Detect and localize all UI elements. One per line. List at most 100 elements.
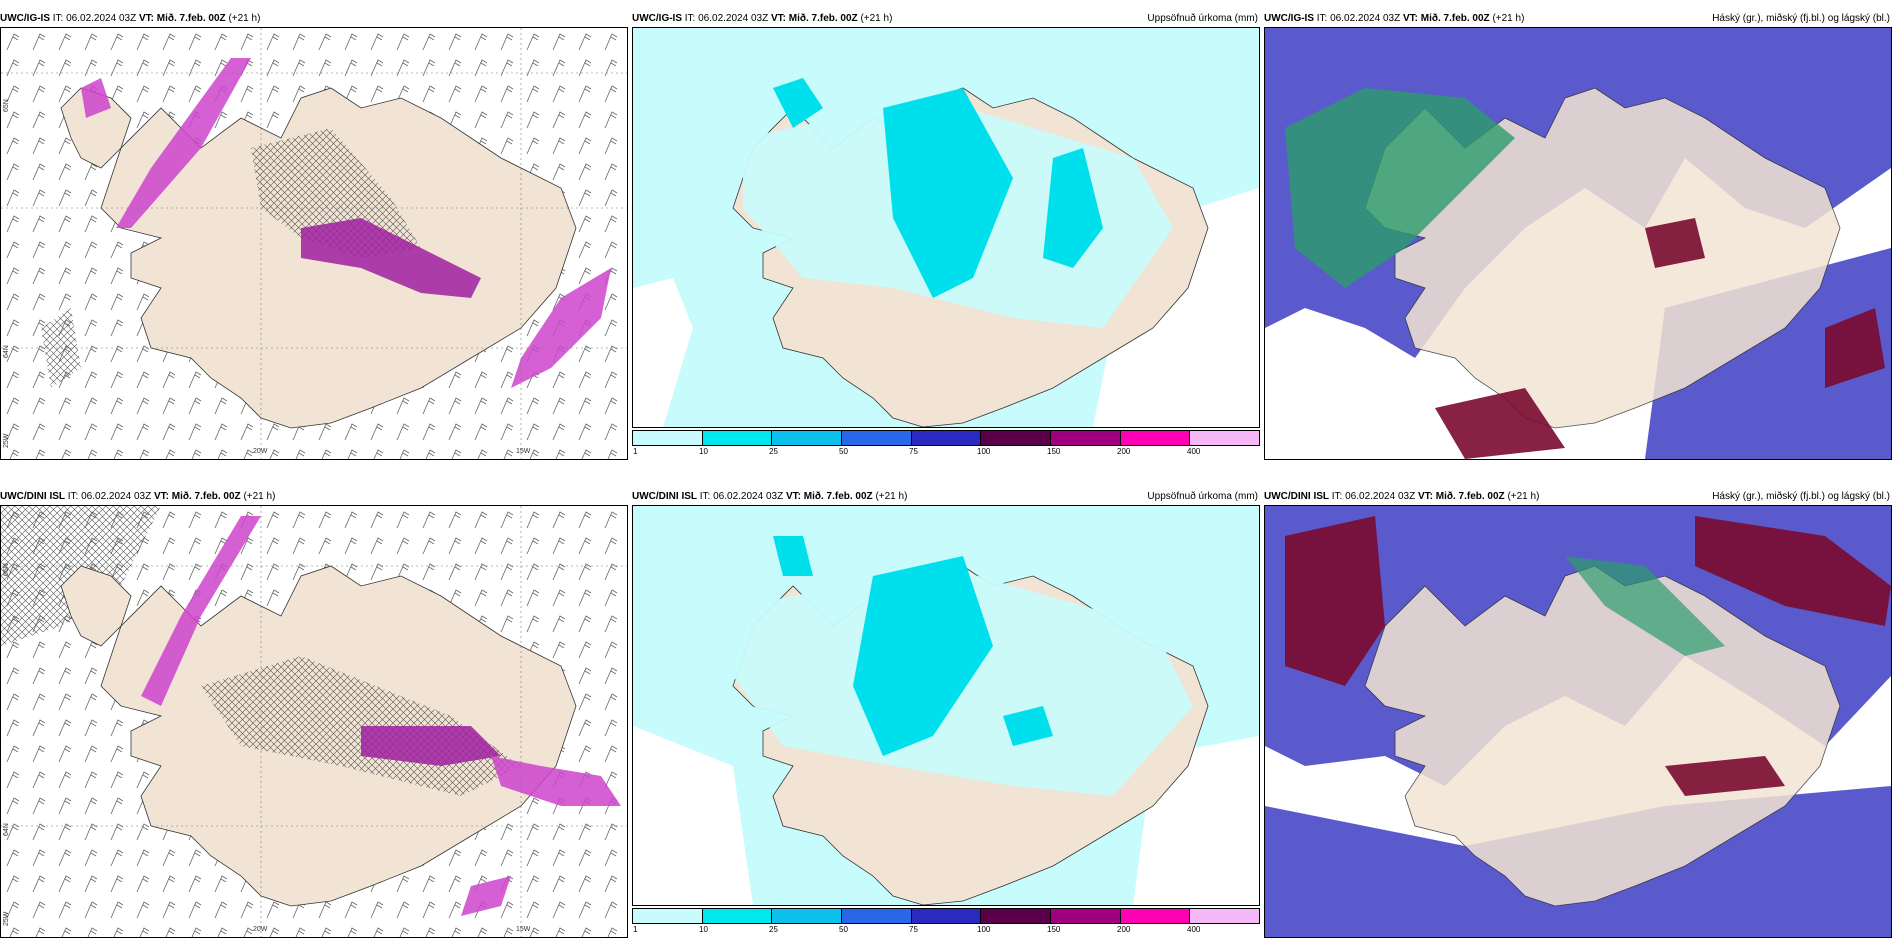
colorbar-swatch-2 <box>772 431 843 445</box>
precip-moderate <box>773 536 813 576</box>
init-time: IT: 06.02.2024 03Z <box>67 491 152 502</box>
colorbar-tick: 10 <box>699 925 708 934</box>
wind-map[interactable]: 20W 15W 65N 64N 25W <box>0 27 628 460</box>
init-time: IT: 06.02.2024 03Z <box>699 491 784 502</box>
model-name: UWC/DINI ISL <box>632 491 697 502</box>
wind-map-svg <box>1 28 627 459</box>
lat-label-65n: 65N <box>3 99 10 112</box>
cloud-map-svg <box>1265 28 1891 459</box>
colorbar-tick: 100 <box>977 925 991 934</box>
colorbar-swatch-6 <box>1051 431 1121 445</box>
precip-map[interactable] <box>632 27 1260 428</box>
lead-time: (+21 h) <box>243 491 276 502</box>
icing-band <box>361 726 501 766</box>
colorbar-swatches <box>632 908 1260 924</box>
lat-label-25w: 25W <box>3 433 10 448</box>
valid-time-value: Mið. 7.feb. 00Z <box>171 491 241 502</box>
icing-band <box>301 218 481 298</box>
valid-time-value: Mið. 7.feb. 00Z <box>788 13 858 24</box>
precip-moderate <box>1043 148 1103 268</box>
icing-band <box>511 268 611 388</box>
field-title: Uppsöfnuð úrkoma (mm) <box>1147 13 1258 24</box>
lead-time: (+21 h) <box>1492 13 1525 24</box>
lat-label-66n: 66N <box>3 563 10 576</box>
model-name: UWC/IG-IS <box>632 13 682 24</box>
panel-header: UWC/IG-IS IT: 06.02.2024 03Z VT: Mið. 7.… <box>632 12 1260 26</box>
precip-moderate <box>773 78 823 128</box>
init-time: IT: 06.02.2024 03Z <box>1331 491 1416 502</box>
colorbar-tick: 1 <box>633 447 638 456</box>
colorbar-swatch-3 <box>842 431 912 445</box>
colorbar-swatch-1 <box>702 909 773 923</box>
valid-time-value: Mið. 7.feb. 00Z <box>1420 13 1490 24</box>
iceland-land <box>1364 87 1841 429</box>
model-name: UWC/DINI ISL <box>1264 491 1329 502</box>
valid-time-value: Mið. 7.feb. 00Z <box>1435 491 1505 502</box>
colorbar-swatch-3 <box>842 909 912 923</box>
icing-band <box>461 876 511 916</box>
lon-label-20w: 20W <box>253 448 268 455</box>
colorbar-swatch-2 <box>772 909 843 923</box>
precip-moderate <box>883 88 1013 298</box>
mid-cloud <box>1825 308 1885 388</box>
colorbar-swatch-4 <box>911 909 982 923</box>
precip-map[interactable] <box>632 505 1260 906</box>
mid-cloud <box>1285 516 1385 686</box>
panel-igis-cloud: UWC/IG-IS IT: 06.02.2024 03Z VT: Mið. 7.… <box>1264 12 1892 462</box>
panel-header: UWC/IG-IS IT: 06.02.2024 03Z VT: Mið. 7.… <box>0 12 628 26</box>
field-title: Háský (gr.), miðský (fj.bl.) og lágský (… <box>1712 491 1890 502</box>
panel-dini-precip: UWC/DINI ISL IT: 06.02.2024 03Z VT: Mið.… <box>632 490 1260 940</box>
panel-igis-precip: UWC/IG-IS IT: 06.02.2024 03Z VT: Mið. 7.… <box>632 12 1260 462</box>
valid-time-label: VT: <box>785 491 801 502</box>
field-title: Háský (gr.), miðský (fj.bl.) og lágský (… <box>1712 13 1890 24</box>
colorbar-tick: 200 <box>1117 447 1131 456</box>
precip-colorbar: 1 10 25 50 75 100 150 200 400 <box>632 430 1260 462</box>
high-cloud <box>1285 88 1515 288</box>
init-time: IT: 06.02.2024 03Z <box>1316 13 1401 24</box>
cloud-map[interactable] <box>1264 27 1892 460</box>
icing-band <box>141 516 261 706</box>
wind-map[interactable]: 20W 15W 66N 64N 25W <box>0 505 628 938</box>
colorbar-tick: 50 <box>839 925 848 934</box>
mid-cloud <box>1695 516 1891 626</box>
colorbar-tick: 75 <box>909 925 918 934</box>
icing-area-hatch <box>251 128 421 258</box>
panel-header: UWC/DINI ISL IT: 06.02.2024 03Z VT: Mið.… <box>1264 490 1892 504</box>
lon-label-20w: 20W <box>253 926 268 933</box>
init-time: IT: 06.02.2024 03Z <box>52 13 137 24</box>
lon-label-15w: 15W <box>516 448 531 455</box>
cloud-map[interactable] <box>1264 505 1892 938</box>
lead-time: (+21 h) <box>228 13 261 24</box>
panel-dini-wind: UWC/DINI ISL IT: 06.02.2024 03Z VT: Mið.… <box>0 490 628 940</box>
high-cloud <box>1565 556 1725 656</box>
precip-map-svg <box>633 506 1259 905</box>
mid-cloud <box>1435 388 1565 459</box>
valid-time-label: VT: <box>138 13 154 24</box>
lead-time: (+21 h) <box>1507 491 1540 502</box>
cloud-map-svg <box>1265 506 1891 937</box>
westfjords <box>60 565 132 647</box>
precip-moderate <box>853 556 993 756</box>
precip-moderate <box>1003 706 1053 746</box>
mid-cloud <box>1645 218 1705 268</box>
colorbar-tick: 75 <box>909 447 918 456</box>
colorbar-tick: 10 <box>699 447 708 456</box>
lead-time: (+21 h) <box>875 491 908 502</box>
mid-cloud <box>1665 756 1785 796</box>
colorbar-swatch-5 <box>981 909 1052 923</box>
colorbar-tick: 150 <box>1047 925 1061 934</box>
colorbar-swatch-4 <box>911 431 982 445</box>
panel-igis-wind: UWC/IG-IS IT: 06.02.2024 03Z VT: Mið. 7.… <box>0 12 628 462</box>
precip-map-svg <box>633 28 1259 427</box>
valid-time-label: VT: <box>1402 13 1418 24</box>
colorbar-tick: 100 <box>977 447 991 456</box>
lead-time: (+21 h) <box>860 13 893 24</box>
colorbar-tick: 50 <box>839 447 848 456</box>
colorbar-swatch-0 <box>633 909 703 923</box>
colorbar-tick: 25 <box>769 447 778 456</box>
wind-map-svg <box>1 506 627 937</box>
colorbar-tick: 150 <box>1047 447 1061 456</box>
colorbar-swatch-6 <box>1051 909 1121 923</box>
colorbar-tick: 25 <box>769 925 778 934</box>
panel-dini-cloud: UWC/DINI ISL IT: 06.02.2024 03Z VT: Mið.… <box>1264 490 1892 940</box>
